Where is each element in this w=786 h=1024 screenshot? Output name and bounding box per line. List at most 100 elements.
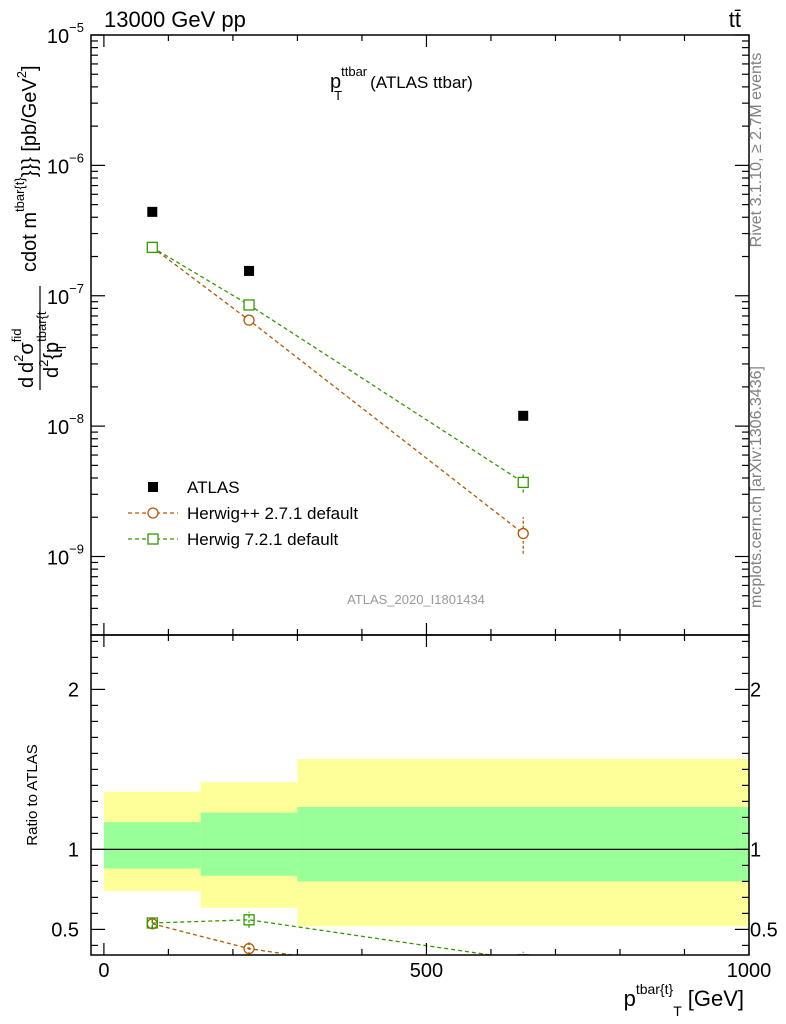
ylabel-numerator: d2σfid xyxy=(9,329,38,373)
header-right: tt̄ xyxy=(729,7,741,32)
ratio-line-Herwig++ 2.7.1 default xyxy=(152,923,297,955)
main-y-tick-base: 10 xyxy=(47,156,69,178)
main-y-tick-base: 10 xyxy=(47,287,69,309)
legend-herwigpp-marker xyxy=(147,507,159,519)
ylabel-unit-exp: 2 xyxy=(14,71,29,78)
ylabel-den-sub: T xyxy=(54,343,69,351)
main-y-axis-label: d d2σfid d2{ptbar{tT cdot mtbar{t}}}} [p… xyxy=(9,65,69,390)
main-y-tick-base: 10 xyxy=(47,548,69,570)
xlabel-sup: tbar{t} xyxy=(636,981,674,997)
ylabel-den-p: {p xyxy=(41,342,63,360)
ylabel-close: ] xyxy=(19,65,41,71)
main-y-tick-exp: −7 xyxy=(69,281,84,296)
main-y-tick-base: 10 xyxy=(47,26,69,48)
legend-herwig7-marker xyxy=(147,533,159,545)
legend-herwigpp-label: Herwig++ 2.7.1 default xyxy=(187,504,358,523)
ylabel-fid: fid xyxy=(9,329,24,343)
plot-title: pttbar T (ATLAS ttbar) xyxy=(330,64,473,103)
ratio-point-herwig7 xyxy=(517,954,529,955)
ratio-axis-ticks xyxy=(91,635,750,955)
ylabel-sigma: σ xyxy=(16,342,38,355)
ratio-band-green xyxy=(297,807,749,882)
main-axis-ticks xyxy=(91,34,750,635)
ratio-point-herwigpp xyxy=(243,942,255,955)
ratio-panel: 0.5 0.5 1 1 2 2 0 500 1000 Ratio to ATLAS ptbar{… xyxy=(24,634,778,1019)
ylabel-tail-sup: tbar{t} xyxy=(12,177,27,212)
x-axis-label: ptbar{t} T [GeV] xyxy=(624,981,744,1019)
main-y-tick-label: 10−6 xyxy=(47,150,84,178)
data-point-herwigpp xyxy=(517,527,529,540)
mcplots-label: mcplots.cern.ch [arXiv:1306.3436] xyxy=(748,366,765,608)
ratio-y-tick-label-right: 2 xyxy=(750,679,761,701)
main-plot-area xyxy=(146,206,529,554)
xlabel-main: p xyxy=(624,986,636,1011)
ylabel-d-num: d xyxy=(16,377,38,388)
ratio-y-tick-label: 2 xyxy=(68,679,79,701)
legend-entry-herwig7: Herwig 7.2.1 default xyxy=(128,530,338,549)
legend-atlas-label: ATLAS xyxy=(187,478,240,497)
ylabel-den-sup: tbar{t xyxy=(34,311,49,342)
main-panel: 10−910−810−710−610−5 pttbar T(ATLAS ttbar… xyxy=(9,20,750,636)
ratio-tick-labels: 0.5 0.5 1 1 2 2 0 500 1000 xyxy=(51,679,778,982)
ylabel-d: d xyxy=(16,362,38,373)
data-point-atlas xyxy=(518,410,529,421)
legend: ATLAS Herwig++ 2.7.1 default Herwig 7.2.… xyxy=(128,478,358,549)
ratio-frame xyxy=(90,634,750,956)
main-y-tick-exp: −9 xyxy=(69,542,84,557)
x-tick-label: 500 xyxy=(410,960,443,982)
ylabel-den-exp: 2 xyxy=(36,360,51,367)
plot-title-sup: ttbar xyxy=(341,64,368,79)
data-point-herwigpp xyxy=(243,314,255,326)
data-point-atlas xyxy=(244,265,255,276)
main-y-tick-exp: −5 xyxy=(69,20,84,35)
main-line-Herwig 7.2.1 default xyxy=(151,246,524,483)
main-markers xyxy=(146,206,529,540)
ratio-point-herwigpp xyxy=(518,984,528,994)
plot-title-rest: (ATLAS ttbar) xyxy=(370,73,473,92)
ratio-y-tick-label: 1 xyxy=(68,839,79,861)
ylabel-unit: }}} [pb/GeV xyxy=(19,78,41,178)
ratio-y-tick-label: 0.5 xyxy=(51,919,79,941)
analysis-watermark: ATLAS_2020_I1801434 xyxy=(347,592,485,607)
main-y-tick-label: 10−5 xyxy=(47,20,84,48)
legend-entry-atlas: ATLAS xyxy=(148,478,240,497)
x-tick-label: 0 xyxy=(98,960,109,982)
data-point-herwig7 xyxy=(243,299,255,311)
ylabel-den-d: d xyxy=(41,367,63,378)
ratio-line-Herwig 7.2.1 default xyxy=(152,919,495,955)
main-y-tick-label: 10−8 xyxy=(47,411,84,439)
ratio-point-herwig7 xyxy=(146,917,158,929)
ratio-plot-area xyxy=(91,759,749,994)
legend-atlas-marker xyxy=(148,482,158,492)
header-left: 13000 GeV pp xyxy=(104,7,246,32)
ratio-uncertainty-bands xyxy=(103,759,749,927)
main-y-tick-exp: −8 xyxy=(69,411,84,426)
ratio-y-tick-label-right: 1 xyxy=(750,839,761,861)
ratio-y-tick-label-right: 0.5 xyxy=(750,919,778,941)
main-y-tick-labels: 10−910−810−710−610−5 xyxy=(47,20,84,570)
ratio-band-green xyxy=(103,822,201,869)
ratio-band-green xyxy=(200,812,298,876)
xlabel-unit: [GeV] xyxy=(688,986,744,1011)
plot-title-main: p xyxy=(330,71,341,93)
plot-title-sub: T xyxy=(334,88,342,103)
ylabel-tail: cdot mtbar{t}}}} [pb/GeV2] xyxy=(12,65,41,272)
main-y-tick-label: 10−9 xyxy=(47,542,84,570)
legend-herwig7-label: Herwig 7.2.1 default xyxy=(187,530,338,549)
ratio-point-herwig7 xyxy=(243,914,255,926)
xlabel-sub: T xyxy=(673,1003,682,1019)
legend-entry-herwigpp: Herwig++ 2.7.1 default xyxy=(128,504,358,523)
main-y-tick-exp: −6 xyxy=(69,150,84,165)
data-point-herwig7 xyxy=(517,476,529,489)
ylabel-cdot: cdot m xyxy=(19,212,41,272)
main-y-tick-base: 10 xyxy=(47,417,69,439)
main-y-tick-label: 10−7 xyxy=(47,281,84,309)
x-tick-label: 1000 xyxy=(727,960,772,982)
data-point-herwig7 xyxy=(146,241,158,254)
ratio-y-axis-label: Ratio to ATLAS xyxy=(24,744,41,845)
ylabel-exp2: 2 xyxy=(11,355,26,362)
ylabel-denominator: d2{ptbar{t T xyxy=(34,311,69,378)
data-point-atlas xyxy=(147,206,158,217)
rivet-label: Rivet 3.1.10, ≥ 2.7M events xyxy=(748,53,765,248)
